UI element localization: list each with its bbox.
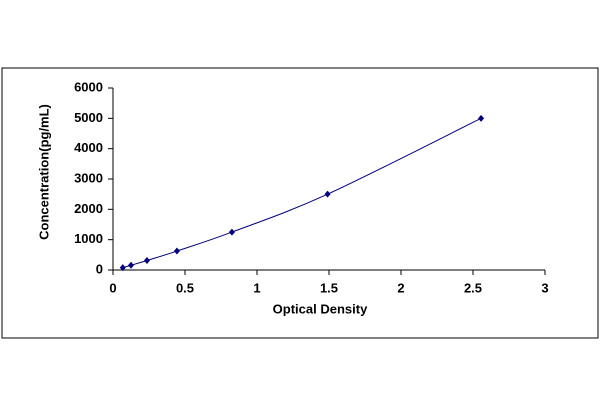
point bbox=[143, 257, 150, 265]
y-tick-label: 3000 bbox=[74, 170, 103, 185]
x-axis-label: Optical Density bbox=[273, 301, 368, 316]
y-tick-label: 5000 bbox=[74, 110, 103, 125]
x-tick-label: 2.5 bbox=[464, 280, 482, 295]
x-tick-label: 1.5 bbox=[320, 280, 338, 295]
y-tick-label: 1000 bbox=[74, 231, 103, 246]
x-tick-label: 2 bbox=[397, 280, 404, 295]
point bbox=[228, 228, 235, 236]
y-tick-label: 2000 bbox=[74, 201, 103, 216]
point bbox=[324, 190, 331, 198]
x-tick-label: 3 bbox=[541, 280, 548, 295]
y-axis-label: Concentration(pg/mL) bbox=[36, 104, 51, 240]
y-tick-label: 6000 bbox=[74, 79, 103, 94]
x-tick-label: 0 bbox=[109, 280, 116, 295]
point bbox=[128, 261, 134, 269]
y-tick-label: 4000 bbox=[74, 140, 103, 155]
point bbox=[173, 247, 180, 255]
x-tick-label: 0.5 bbox=[176, 280, 194, 295]
x-tick-label: 1 bbox=[253, 280, 260, 295]
chart-frame bbox=[1, 67, 599, 339]
point bbox=[119, 264, 126, 272]
y-tick-label: 0 bbox=[96, 261, 103, 276]
point bbox=[478, 114, 485, 122]
